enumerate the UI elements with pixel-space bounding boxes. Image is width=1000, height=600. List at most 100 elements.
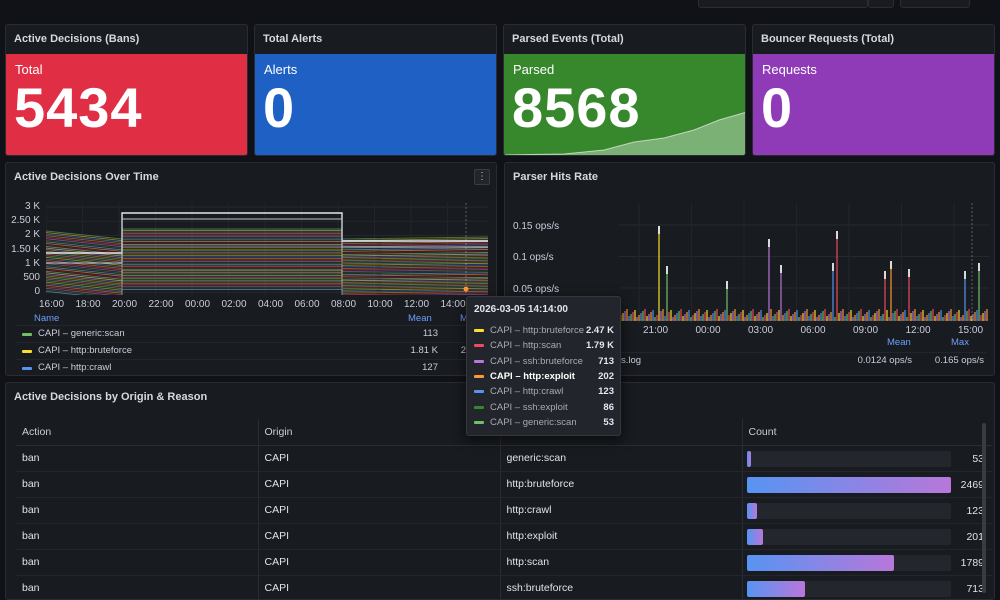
legend-item[interactable]: CAPI – http:crawl1271 bbox=[16, 359, 488, 375]
x-tick-label: 18:00 bbox=[75, 299, 101, 310]
table-header-row: Action Origin Count bbox=[16, 419, 992, 446]
x-tick-label: 20:00 bbox=[112, 299, 138, 310]
series-name: s.log bbox=[621, 355, 642, 366]
zoom-button[interactable] bbox=[868, 0, 894, 8]
tooltip-series-name: CAPI – ssh:exploit bbox=[490, 401, 568, 413]
x-tick-label: 04:00 bbox=[258, 299, 284, 310]
y-tick-label: 0.1 ops/s bbox=[513, 252, 554, 263]
refresh-button[interactable] bbox=[900, 0, 970, 8]
y-tick-label: 0 bbox=[34, 286, 40, 298]
series-swatch bbox=[474, 344, 484, 348]
time-picker-button[interactable] bbox=[698, 0, 868, 8]
stat-label: Total bbox=[15, 62, 43, 77]
cell-action: ban bbox=[16, 523, 259, 550]
column-header-origin[interactable]: Origin bbox=[258, 419, 501, 446]
series-swatch bbox=[474, 329, 484, 332]
x-tick-label: 14:00 bbox=[440, 299, 466, 310]
tooltip-time: 2026-03-05 14:14:00 bbox=[474, 304, 568, 315]
count-bar-track bbox=[746, 580, 951, 597]
series-mean: 113 bbox=[422, 328, 438, 339]
parser-plot[interactable] bbox=[619, 203, 989, 323]
series-swatch bbox=[474, 405, 484, 409]
table-row[interactable]: ban CAPI generic:scan 53 bbox=[16, 445, 992, 472]
cell-action: ban bbox=[16, 471, 259, 498]
stat-label: Alerts bbox=[264, 62, 298, 77]
stat-value: 5434 bbox=[14, 76, 143, 139]
series-name: CAPI – http:crawl bbox=[38, 362, 112, 373]
panel-menu-icon[interactable]: ⋮ bbox=[474, 169, 490, 185]
x-tick-label: 00:00 bbox=[695, 325, 721, 336]
tooltip-series-name: CAPI – ssh:bruteforce bbox=[490, 355, 583, 367]
legend-header-name[interactable]: Name bbox=[34, 313, 60, 324]
tooltip-series-value: 202 bbox=[598, 370, 614, 382]
decisions-plot[interactable] bbox=[46, 203, 488, 295]
stat-value: 8568 bbox=[512, 76, 641, 139]
panel-title: Active Decisions Over Time bbox=[14, 171, 159, 183]
series-swatch bbox=[474, 374, 484, 378]
tooltip-series-value: 123 bbox=[598, 386, 614, 398]
x-tick-label: 06:00 bbox=[800, 325, 826, 336]
series-swatch bbox=[474, 390, 484, 394]
x-tick-label: 16:00 bbox=[39, 299, 65, 310]
tooltip-row: CAPI – http:scan 1.79 K bbox=[474, 339, 614, 354]
tooltip-row: CAPI – ssh:bruteforce 713 bbox=[474, 355, 614, 370]
table-row[interactable]: ban CAPI ssh:bruteforce 713 bbox=[16, 575, 992, 599]
x-tick-label: 12:00 bbox=[905, 325, 931, 336]
series-swatch bbox=[474, 420, 484, 424]
table-row[interactable]: ban CAPI http:bruteforce 2469 bbox=[16, 471, 992, 498]
x-tick-label: 09:00 bbox=[853, 325, 879, 336]
tooltip-row: CAPI – generic:scan 53 bbox=[474, 416, 614, 431]
x-tick-label: 22:00 bbox=[148, 299, 174, 310]
x-tick-label: 03:00 bbox=[748, 325, 774, 336]
count-value: 201 bbox=[966, 530, 984, 543]
cell-reason: ssh:bruteforce bbox=[500, 575, 743, 599]
count-bar-fill bbox=[746, 450, 751, 467]
count-bar-fill bbox=[746, 528, 764, 545]
top-toolbar bbox=[0, 0, 1000, 22]
stat-panel: Active Decisions (Bans) Total 5434 bbox=[5, 24, 248, 156]
cell-reason: http:exploit bbox=[500, 523, 743, 550]
table-row[interactable]: ban CAPI http:exploit 201 bbox=[16, 523, 992, 550]
legend-header-mean[interactable]: Mean bbox=[408, 313, 432, 324]
decisions-over-time-panel: Active Decisions Over Time ⋮ Name Mean M… bbox=[5, 162, 497, 376]
legend-header-max[interactable]: Max bbox=[951, 337, 969, 348]
tooltip-series-name: CAPI – http:exploit bbox=[490, 370, 575, 382]
cell-origin: CAPI bbox=[258, 549, 501, 576]
x-tick-label: 10:00 bbox=[367, 299, 393, 310]
stat-panel: Bouncer Requests (Total) Requests 0 bbox=[752, 24, 995, 156]
tooltip-series-value: 1.79 K bbox=[586, 340, 614, 352]
legend-header-max[interactable]: M bbox=[460, 313, 468, 324]
panel-title: Active Decisions by Origin & Reason bbox=[14, 391, 208, 403]
cell-reason: http:bruteforce bbox=[500, 471, 743, 498]
legend-item[interactable]: CAPI – generic:scan1133 bbox=[16, 325, 488, 341]
tooltip-series-name: CAPI – generic:scan bbox=[490, 416, 577, 428]
cell-count: 53 bbox=[742, 445, 992, 472]
series-name: CAPI – http:bruteforce bbox=[38, 345, 132, 356]
count-bar-track bbox=[746, 450, 951, 467]
stat-panel: Total Alerts Alerts 0 bbox=[254, 24, 497, 156]
series-mean: 127 bbox=[422, 362, 438, 373]
cell-action: ban bbox=[16, 497, 259, 524]
table-row[interactable]: ban CAPI http:scan 1789 bbox=[16, 549, 992, 576]
stat-panel: Parsed Events (Total) Parsed 8568 bbox=[503, 24, 746, 156]
cell-count: 201 bbox=[742, 523, 992, 550]
column-header-action[interactable]: Action bbox=[16, 419, 259, 446]
cell-origin: CAPI bbox=[258, 445, 501, 472]
count-bar-track bbox=[746, 554, 951, 571]
legend-item[interactable]: s.log 0.0124 ops/s 0.165 ops/s bbox=[515, 352, 986, 368]
panel-title: Parser Hits Rate bbox=[513, 171, 598, 183]
table-row[interactable]: ban CAPI http:crawl 123 bbox=[16, 497, 992, 524]
count-value: 713 bbox=[966, 582, 984, 595]
tooltip-series-name: CAPI – http:scan bbox=[490, 340, 562, 352]
x-tick-label: 08:00 bbox=[331, 299, 357, 310]
stat-body: Alerts 0 bbox=[255, 54, 496, 155]
column-header-count[interactable]: Count bbox=[742, 419, 992, 446]
stat-value: 0 bbox=[761, 76, 794, 139]
tooltip-series-value: 53 bbox=[603, 416, 614, 428]
tooltip-row: CAPI – http:exploit 202 bbox=[474, 370, 614, 385]
count-bar-fill bbox=[746, 502, 757, 519]
cell-origin: CAPI bbox=[258, 575, 501, 599]
table-scrollbar[interactable] bbox=[982, 423, 986, 593]
legend-header-mean[interactable]: Mean bbox=[887, 337, 911, 348]
